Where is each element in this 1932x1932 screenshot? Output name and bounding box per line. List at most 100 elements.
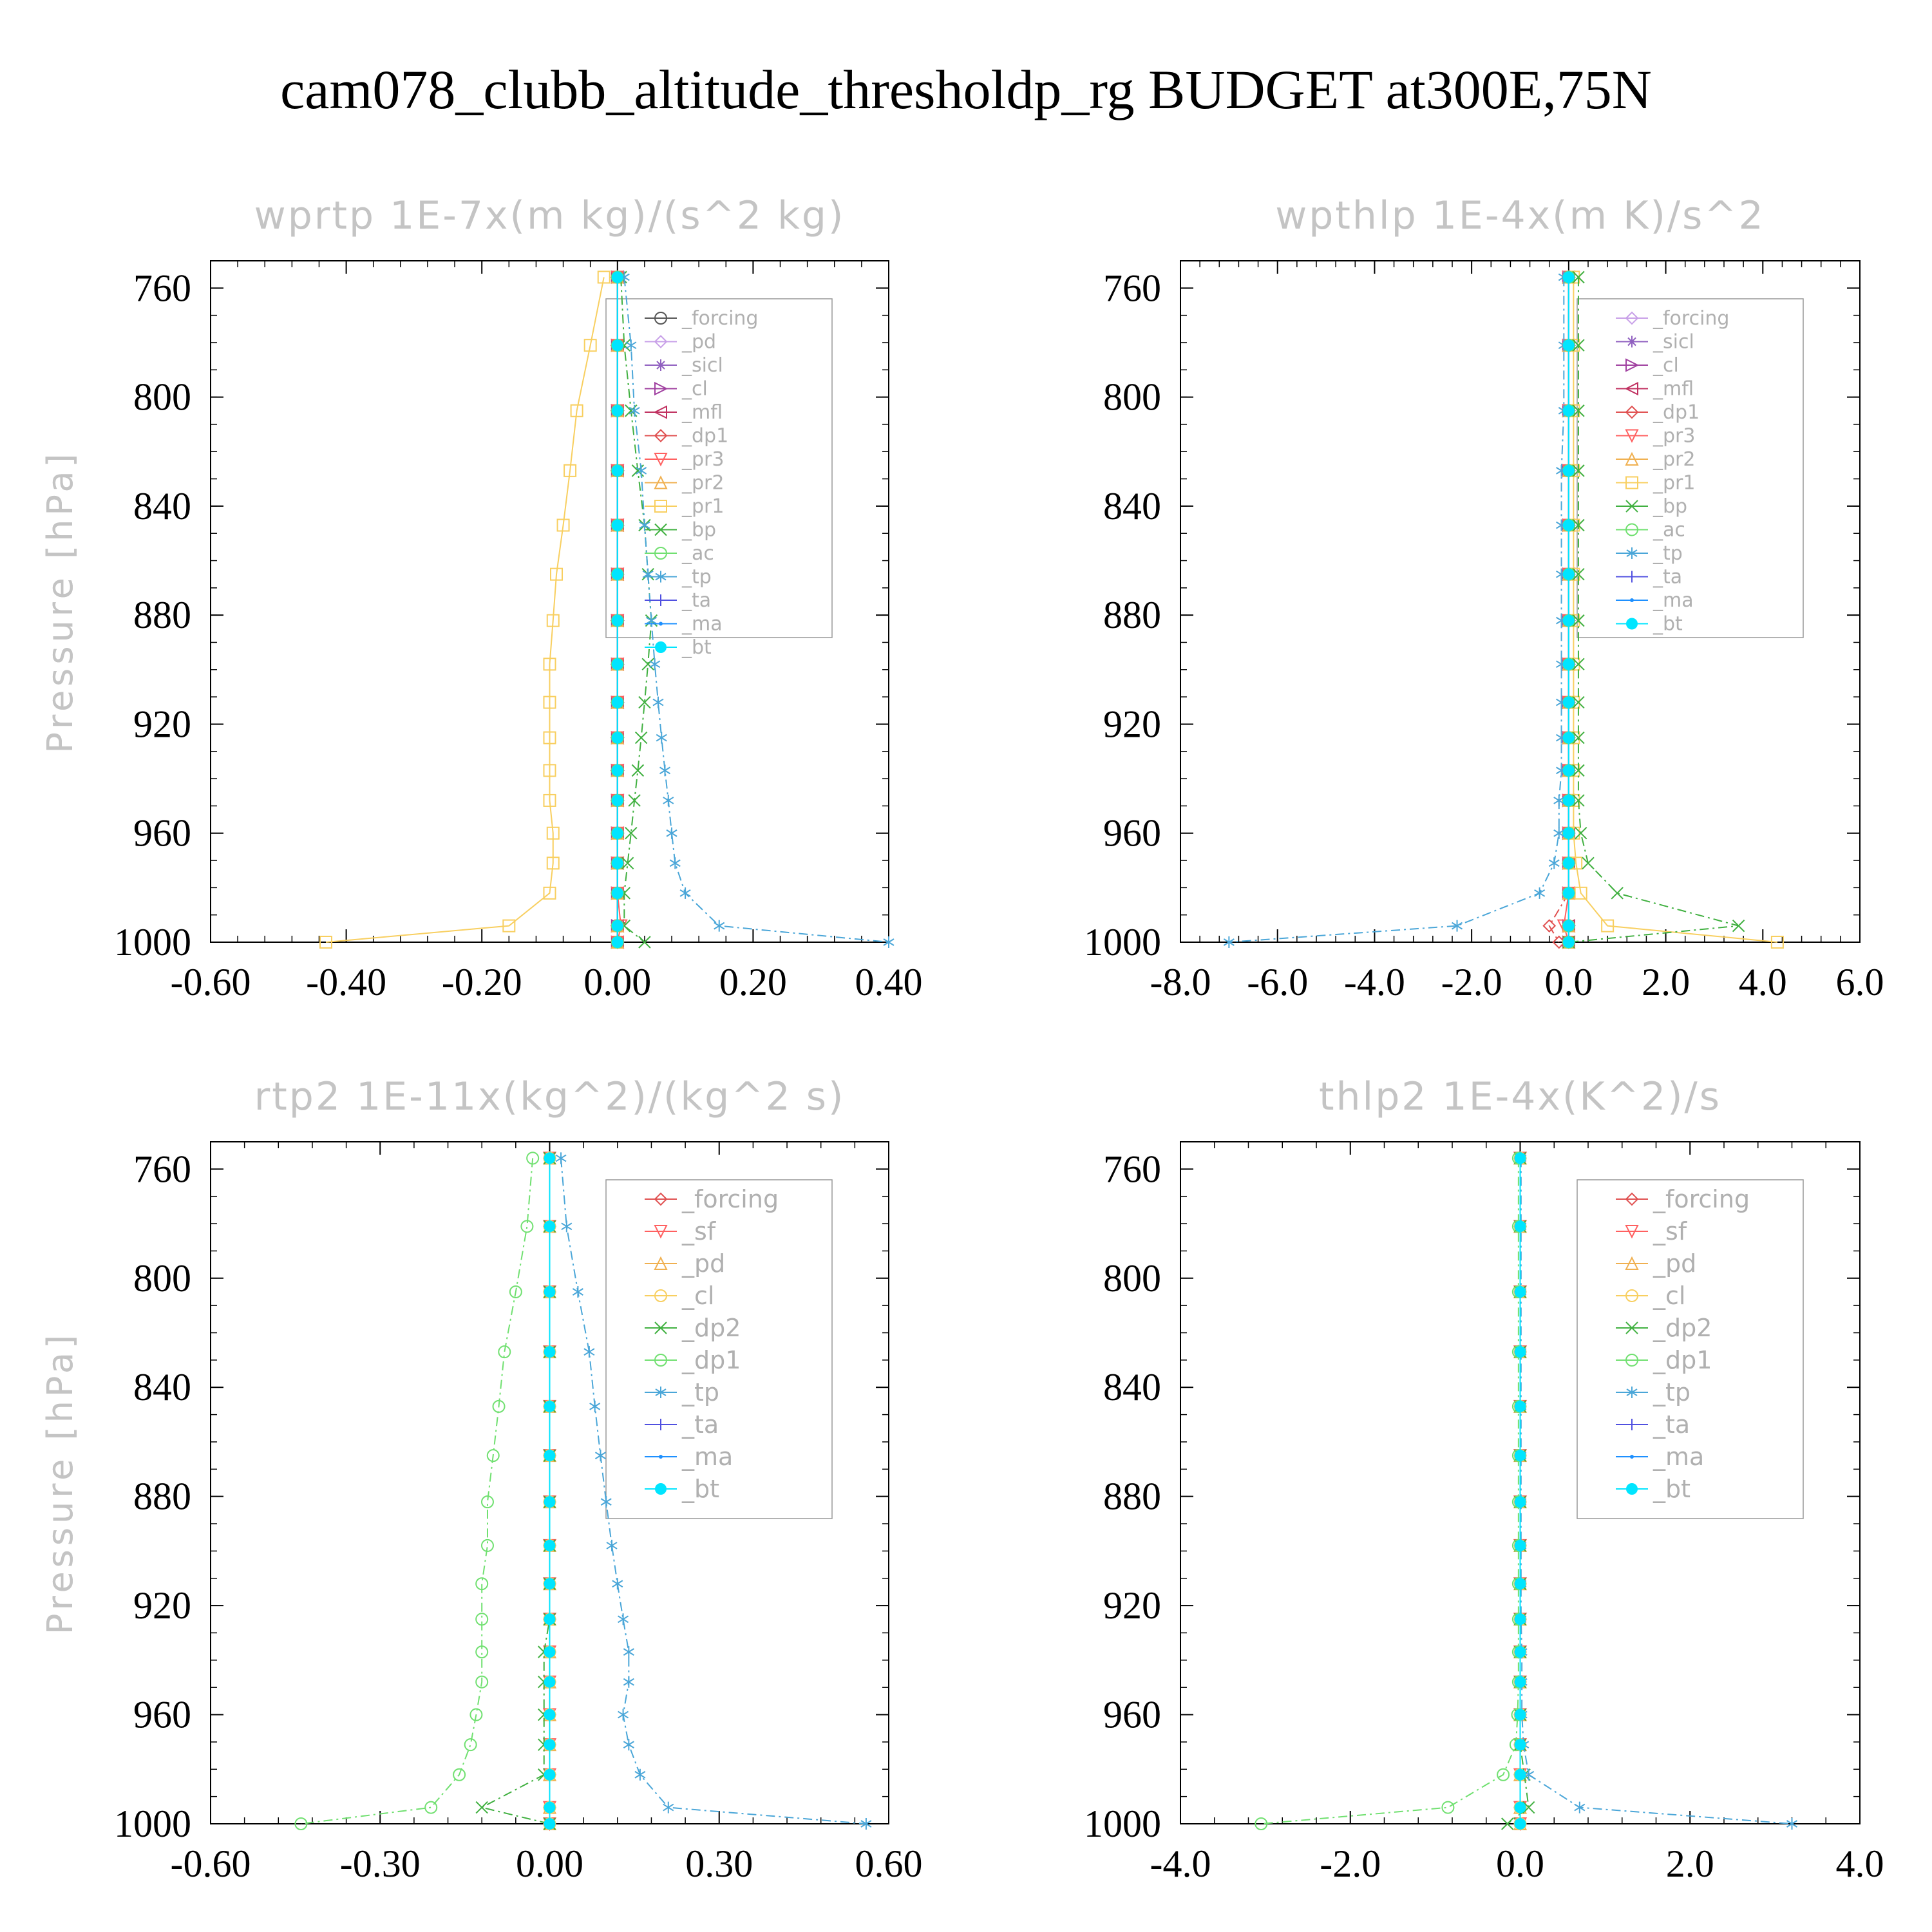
y-axis-label: Pressure [hPa]: [40, 450, 80, 753]
data-point: [544, 1152, 556, 1164]
data-point: [618, 1613, 629, 1625]
data-point: [611, 339, 623, 352]
legend-label: _bt: [681, 1475, 719, 1503]
legend-label: _cl: [681, 1282, 714, 1310]
data-point: [659, 764, 671, 777]
legend-marker: [655, 641, 667, 653]
y-axis-label: Pressure [hPa]: [40, 1331, 80, 1634]
data-point: [612, 1578, 623, 1590]
data-point: [623, 1646, 634, 1658]
y-tick-label: 760: [1103, 1148, 1161, 1190]
data-point: [611, 827, 623, 839]
legend-marker: [1625, 1354, 1638, 1367]
data-point: [544, 1285, 556, 1298]
y-tick-label: 760: [133, 267, 191, 309]
data-point: [546, 614, 560, 627]
data-point: [1562, 339, 1575, 352]
data-point: [663, 1801, 674, 1814]
y-tick-label: 880: [1103, 1475, 1161, 1518]
data-point: [544, 1709, 556, 1721]
data-point: [544, 1646, 556, 1658]
legend-label: _tp: [681, 566, 712, 589]
data-point: [1562, 568, 1575, 580]
y-tick-label: 1000: [1084, 921, 1161, 963]
legend-marker: [654, 1192, 668, 1206]
legend-label: _forcing: [681, 1185, 779, 1213]
data-point: [611, 614, 623, 627]
legend-marker: [654, 1289, 667, 1302]
panel-title: wprtp 1E-7x(m kg)/(s^2 kg): [254, 193, 846, 238]
x-tick-label: 2.0: [1666, 1842, 1714, 1885]
data-point: [883, 936, 895, 948]
x-tick-label: 0.60: [855, 1842, 923, 1885]
legend-marker: [1626, 618, 1638, 630]
data-point: [526, 1151, 540, 1165]
legend-label: _ta: [1653, 566, 1682, 589]
data-point: [546, 857, 560, 870]
legend-box: [605, 1179, 833, 1519]
y-tick-label: 960: [1103, 1694, 1161, 1736]
data-point: [1514, 1450, 1526, 1462]
x-tick-label: -0.20: [442, 961, 522, 1003]
data-point: [663, 794, 674, 806]
data-point: [1562, 732, 1575, 744]
data-point: [469, 1708, 483, 1721]
data-point: [1562, 271, 1575, 283]
data-point: [1553, 827, 1565, 839]
legend-marker: [654, 1354, 667, 1367]
data-point: [618, 1709, 629, 1721]
data-point: [1514, 1801, 1526, 1814]
data-point: [544, 1613, 556, 1625]
legend-label: _pr3: [681, 448, 724, 471]
legend-label: _ac: [681, 542, 714, 565]
data-point: [492, 1399, 506, 1413]
data-point: [1548, 857, 1560, 869]
data-point: [611, 920, 623, 932]
x-tick-label: 0.0: [1544, 961, 1593, 1003]
data-point: [1441, 1801, 1455, 1814]
data-point: [1562, 794, 1575, 806]
y-tick-label: 800: [1103, 1257, 1161, 1300]
data-point: [1572, 731, 1585, 744]
data-point: [611, 887, 623, 899]
data-point: [475, 1613, 489, 1626]
data-point: [623, 1676, 634, 1688]
legend-label: _mfl: [681, 401, 723, 424]
legend-box: [1577, 1179, 1804, 1519]
legend-label: _sicl: [681, 354, 723, 377]
data-point: [570, 404, 583, 417]
data-point: [1562, 464, 1575, 477]
data-point: [1572, 339, 1585, 352]
legend-label: _sf: [681, 1217, 717, 1245]
legend-marker: [653, 405, 667, 419]
data-point: [475, 1675, 489, 1689]
data-point: [634, 1768, 646, 1781]
data-point: [1542, 919, 1557, 933]
chart-panel-3: rtp2 1E-11x(kg^2)/(kg^2 s) Pressure [hPa]…: [40, 1074, 923, 1885]
data-point: [544, 1450, 556, 1462]
data-point: [1572, 567, 1585, 581]
data-point: [649, 658, 661, 670]
data-point: [1572, 794, 1585, 807]
data-point: [561, 1220, 573, 1233]
data-point: [1732, 919, 1745, 933]
x-tick-label: -2.0: [1441, 961, 1502, 1003]
data-point: [1572, 518, 1585, 532]
x-tick-label: -0.60: [171, 1842, 251, 1885]
data-point: [611, 404, 623, 417]
y-tick-label: 1000: [1084, 1803, 1161, 1845]
data-point: [611, 732, 623, 744]
y-tick-label: 960: [133, 812, 191, 855]
data-point: [1562, 658, 1575, 670]
data-point: [486, 1449, 500, 1463]
data-point: [1534, 887, 1546, 899]
legend-marker: [1625, 500, 1638, 513]
legend-label: _dp1: [1653, 401, 1700, 424]
y-axis-label: Pressure [hPa]: [40, 450, 80, 753]
data-point: [1562, 404, 1575, 417]
legend-marker: [1625, 311, 1639, 325]
data-point: [550, 567, 564, 581]
legend-label: _pr2: [681, 472, 724, 495]
legend-label: _tp: [1653, 1378, 1690, 1406]
legend-marker: [1630, 598, 1634, 602]
